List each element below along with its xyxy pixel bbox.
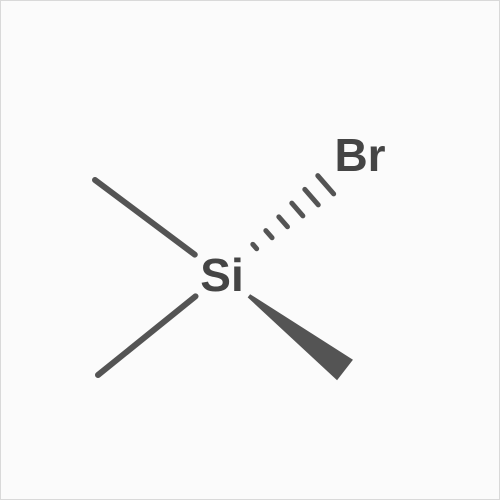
atom-label-br: Br (334, 128, 385, 182)
bond-wedge-2 (248, 294, 353, 380)
bond-layer (0, 0, 500, 500)
bond-hash-3 (253, 176, 334, 249)
atom-label-si: Si (200, 248, 243, 302)
bond-solid-0 (95, 180, 195, 255)
bond-solid-1 (98, 296, 196, 375)
